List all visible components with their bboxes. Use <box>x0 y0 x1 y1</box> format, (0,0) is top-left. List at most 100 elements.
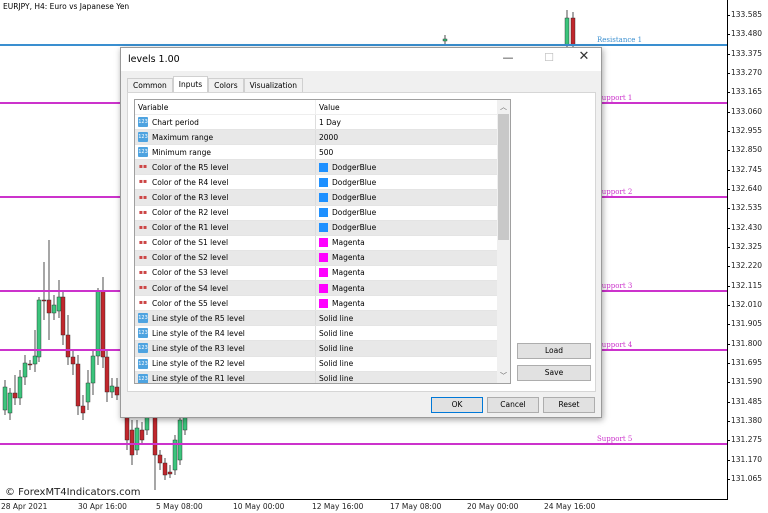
input-row[interactable]: ▪▪ Color of the R3 level DodgerBlue <box>135 190 510 206</box>
inputs-grid: Variable Value 123 Chart period 1 Day 123 Ma… <box>134 99 511 384</box>
input-row[interactable]: ▪▪ Color of the R4 level DodgerBlue <box>135 175 510 191</box>
value-cell[interactable]: Solid line <box>316 357 510 371</box>
price-tick <box>727 92 730 94</box>
value-cell[interactable]: DodgerBlue <box>316 160 510 174</box>
value-cell[interactable]: Magenta <box>316 281 510 295</box>
bearish-candle <box>27 360 33 370</box>
cancel-button[interactable]: Cancel <box>487 397 539 413</box>
price-tick <box>727 227 730 229</box>
variable-name: Line style of the R5 level <box>152 313 245 323</box>
price-tick <box>727 34 730 36</box>
scroll-down-icon[interactable]: ﹀ <box>500 372 507 380</box>
bearish-candle <box>157 450 163 470</box>
maximize-icon: ☐ <box>544 51 554 64</box>
price-label: 133.480 <box>731 29 763 39</box>
load-button[interactable]: Load <box>517 343 591 359</box>
price-label: 131.695 <box>731 357 763 367</box>
bullish-candle <box>177 415 183 465</box>
value-text: DodgerBlue <box>332 193 377 203</box>
close-icon[interactable]: ✕ <box>578 49 590 64</box>
input-row[interactable]: ▪▪ Color of the S3 level Magenta <box>135 265 510 282</box>
price-tick <box>727 459 730 461</box>
price-label: 132.640 <box>731 183 763 193</box>
value-cell[interactable]: 500 <box>316 145 510 159</box>
tab-common[interactable]: Common <box>127 78 173 92</box>
price-tick <box>727 362 730 364</box>
input-row[interactable]: 123 Line style of the R1 level Solid line <box>135 371 510 383</box>
value-cell[interactable]: Magenta <box>316 236 510 250</box>
price-tick <box>727 401 730 403</box>
value-cell[interactable]: Solid line <box>316 326 510 340</box>
value-text: Magenta <box>332 268 365 278</box>
input-row[interactable]: ▪▪ Color of the R1 level DodgerBlue <box>135 220 510 236</box>
variable-name: Line style of the R3 level <box>152 343 245 353</box>
value-cell[interactable]: Solid line <box>316 341 510 355</box>
number-icon: 123 <box>138 132 148 143</box>
level-label: Support 5 <box>597 435 633 443</box>
price-label: 133.375 <box>731 48 763 58</box>
minimize-icon[interactable]: — <box>502 51 514 64</box>
input-row[interactable]: 123 Line style of the R2 level Solid line <box>135 356 510 372</box>
input-row[interactable]: ▪▪ Color of the R5 level DodgerBlue <box>135 160 510 176</box>
price-label: 132.430 <box>731 222 763 232</box>
ok-button[interactable]: OK <box>431 397 483 413</box>
value-text: DodgerBlue <box>332 177 377 187</box>
value-text: 500 <box>319 147 334 157</box>
time-label: 30 Apr 16:00 <box>78 502 127 511</box>
input-row[interactable]: ▪▪ Color of the S4 level Magenta <box>135 281 510 297</box>
level-label: Support 1 <box>597 94 633 102</box>
value-cell[interactable]: Magenta <box>316 296 510 310</box>
input-row[interactable]: 123 Minimum range 500 <box>135 145 510 161</box>
value-text: DodgerBlue <box>332 162 377 172</box>
scroll-up-icon[interactable]: ︿ <box>500 103 507 111</box>
price-tick <box>727 169 730 171</box>
value-text: Solid line <box>319 328 354 338</box>
variable-cell: 123 Line style of the R4 level <box>135 326 316 341</box>
bullish-candle <box>22 355 28 385</box>
value-text: Solid line <box>319 313 354 323</box>
scrollbar[interactable]: ︿ ﹀ <box>497 100 510 383</box>
variable-cell: ▪▪ Color of the S2 level <box>135 250 316 265</box>
color-palette-icon: ▪▪ <box>138 223 148 231</box>
tab-bar: Common Inputs Colors Visualization <box>127 76 303 92</box>
bearish-candle <box>12 375 18 405</box>
value-cell[interactable]: Magenta <box>316 266 510 280</box>
variable-name: Chart period <box>152 117 199 127</box>
input-row[interactable]: 123 Line style of the R3 level Solid line <box>135 341 510 357</box>
tab-inputs[interactable]: Inputs <box>172 76 209 92</box>
price-tick <box>727 343 730 345</box>
input-row[interactable]: 123 Maximum range 2000 <box>135 130 510 146</box>
input-row[interactable]: ▪▪ Color of the R2 level DodgerBlue <box>135 205 510 221</box>
tab-colors[interactable]: Colors <box>208 78 244 92</box>
variable-name: Color of the R2 level <box>152 208 229 218</box>
value-cell[interactable]: DodgerBlue <box>316 175 510 189</box>
save-button[interactable]: Save <box>517 365 591 381</box>
value-cell[interactable]: DodgerBlue <box>316 221 510 235</box>
value-cell[interactable]: Solid line <box>316 311 510 325</box>
color-swatch <box>319 193 328 203</box>
price-tick <box>727 420 730 422</box>
value-cell[interactable]: 2000 <box>316 130 510 144</box>
value-cell[interactable]: 1 Day <box>316 115 510 129</box>
value-cell[interactable]: DodgerBlue <box>316 190 510 204</box>
input-row[interactable]: ▪▪ Color of the S2 level Magenta <box>135 250 510 266</box>
bearish-candle <box>114 378 120 400</box>
value-cell[interactable]: DodgerBlue <box>316 206 510 220</box>
reset-button[interactable]: Reset <box>543 397 595 413</box>
bearish-candle <box>139 422 145 445</box>
value-text: 2000 <box>319 132 339 142</box>
variable-cell: ▪▪ Color of the R1 level <box>135 220 316 235</box>
bullish-candle <box>109 378 115 398</box>
tab-visualization[interactable]: Visualization <box>243 78 303 92</box>
level-label: Resistance 1 <box>597 36 643 44</box>
price-label: 132.745 <box>731 164 763 174</box>
input-row[interactable]: ▪▪ Color of the S1 level Magenta <box>135 235 510 251</box>
scroll-thumb[interactable] <box>498 114 509 240</box>
input-row[interactable]: 123 Chart period 1 Day <box>135 115 510 131</box>
variable-name: Minimum range <box>152 147 211 157</box>
value-cell[interactable]: Magenta <box>316 251 510 265</box>
value-cell[interactable]: Solid line <box>316 372 510 383</box>
input-row[interactable]: ▪▪ Color of the S5 level Magenta <box>135 296 510 312</box>
input-row[interactable]: 123 Line style of the R4 level Solid line <box>135 326 510 342</box>
input-row[interactable]: 123 Line style of the R5 level Solid line <box>135 311 510 327</box>
